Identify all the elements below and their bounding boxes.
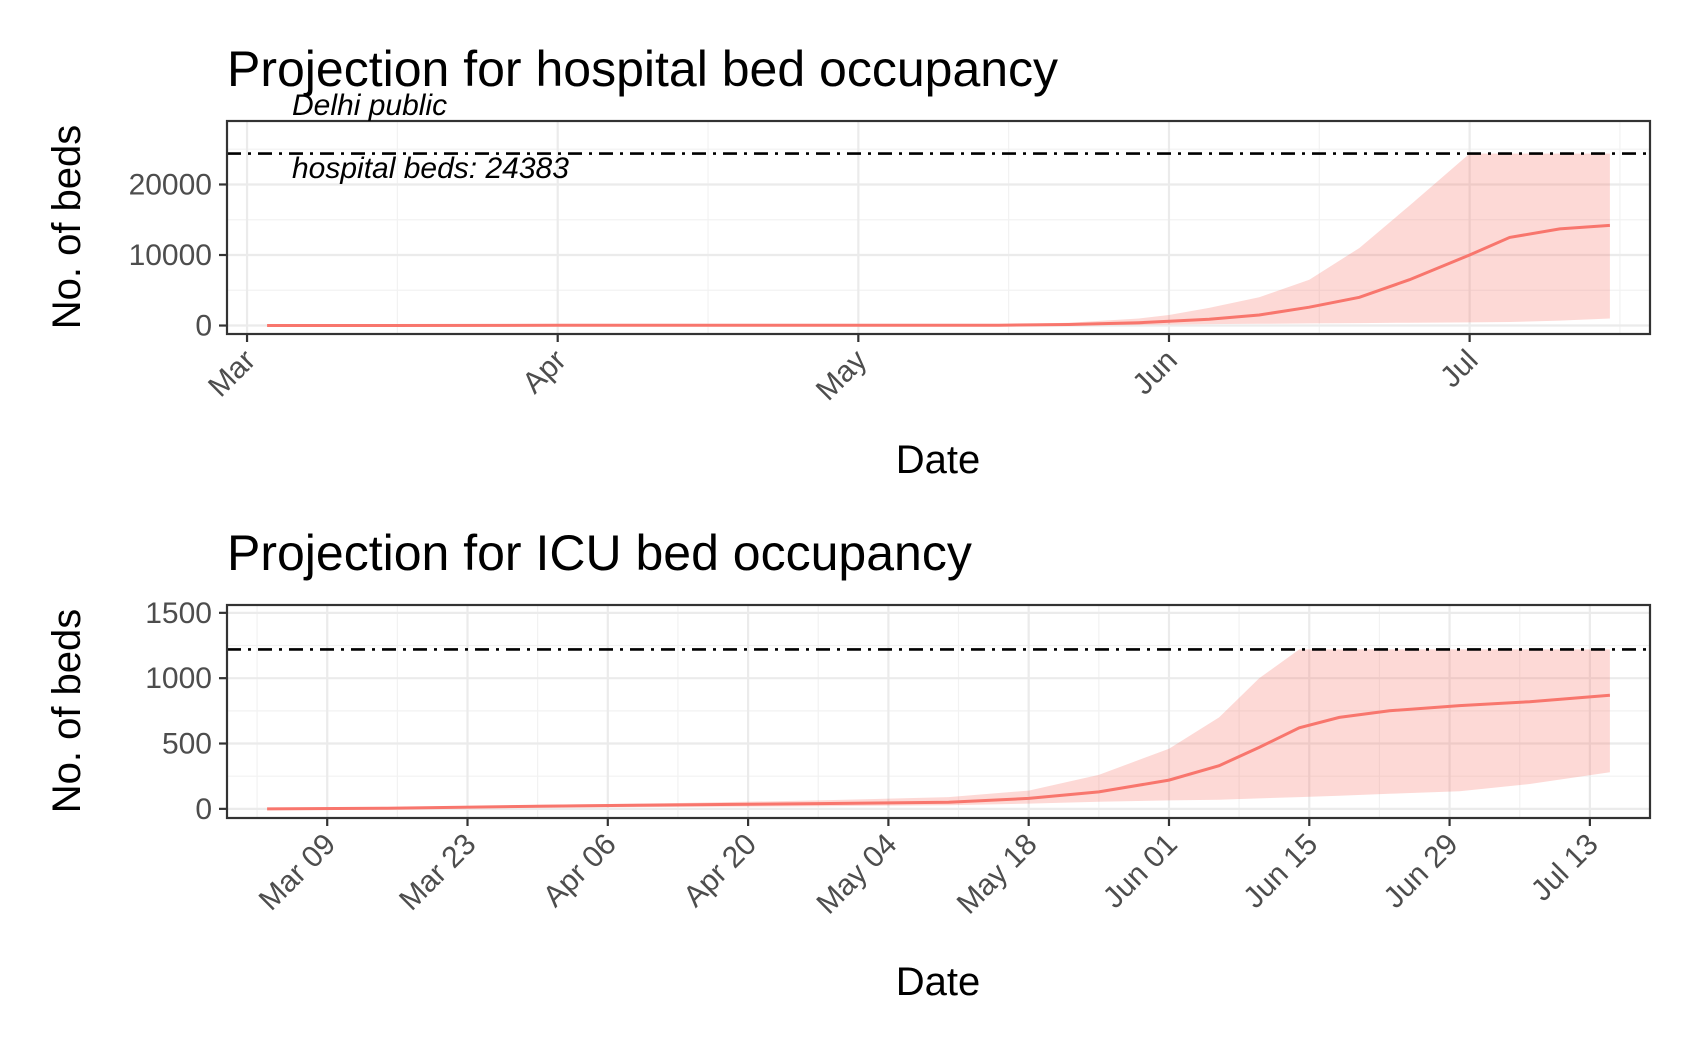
y-tick-label: 500 (162, 728, 212, 761)
panel-background (227, 605, 1650, 818)
axis-ticks (219, 183, 1471, 342)
chart-title: Projection for ICU bed occupancy (227, 525, 972, 581)
y-tick-label: 0 (195, 310, 212, 343)
plot-data (227, 648, 1650, 811)
y-tick-labels: 0 500 1000 1500 (145, 597, 212, 826)
panel-border (225, 603, 1652, 820)
panel-background (227, 121, 1650, 334)
projection-line (267, 693, 1611, 811)
y-tick-label: 10000 (129, 239, 212, 272)
grid (227, 121, 1650, 334)
x-axis-title: Date (896, 438, 981, 482)
y-tick-label: 1000 (145, 662, 212, 695)
y-tick-label: 20000 (129, 168, 212, 201)
grid (227, 605, 1650, 818)
plot-data (227, 152, 1650, 327)
y-tick-labels: 0 10000 20000 (129, 168, 212, 342)
reference-line-label: Delhi public (292, 89, 447, 122)
confidence-band (267, 153, 1610, 326)
axis-ticks (219, 611, 1591, 826)
y-tick-label: 0 (195, 793, 212, 826)
reference-line-label: hospital beds: 24383 (292, 152, 569, 185)
chart-title: Projection for hospital bed occupancy (227, 41, 1058, 97)
projection-line (267, 223, 1611, 327)
x-axis-title: Date (896, 960, 981, 1004)
confidence-band (267, 649, 1610, 809)
y-axis-title: No. of beds (45, 125, 89, 330)
y-axis-title: No. of beds (45, 609, 89, 814)
panel-border (225, 119, 1652, 336)
y-tick-label: 1500 (145, 597, 212, 630)
hospital-bed-chart: Projection for hospital bed occupancy 0 … (45, 41, 1652, 482)
